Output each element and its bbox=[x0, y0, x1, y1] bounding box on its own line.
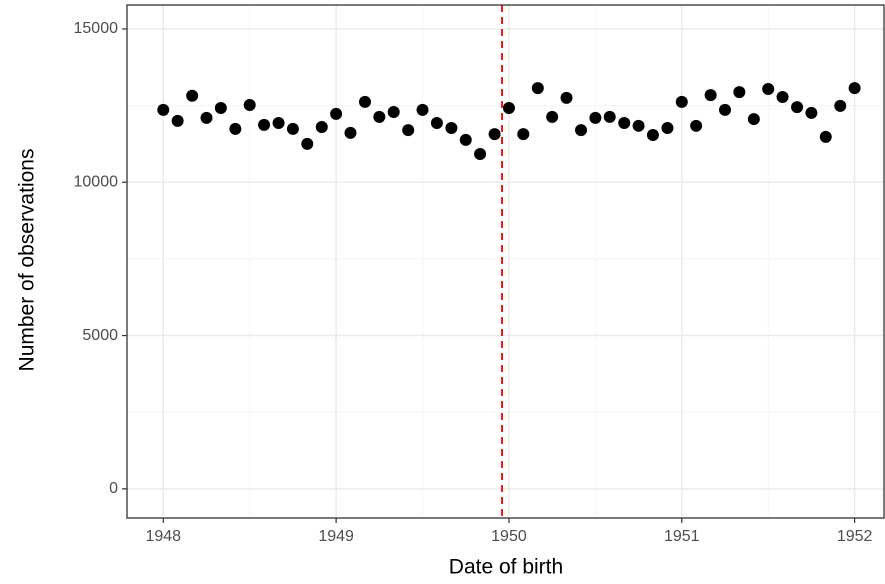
point bbox=[358, 95, 371, 108]
point bbox=[171, 114, 184, 127]
point bbox=[430, 117, 443, 130]
point bbox=[575, 124, 588, 137]
point bbox=[632, 119, 645, 132]
x-tick-label: 1949 bbox=[318, 528, 354, 545]
point bbox=[301, 137, 314, 150]
point bbox=[661, 121, 674, 134]
point bbox=[229, 122, 242, 135]
point bbox=[387, 106, 400, 119]
point bbox=[733, 86, 746, 99]
point bbox=[157, 103, 170, 116]
x-tick-label: 1952 bbox=[837, 528, 873, 545]
y-tick-label: 10000 bbox=[74, 173, 119, 190]
point bbox=[805, 106, 818, 119]
point bbox=[747, 113, 760, 126]
y-tick-label: 5000 bbox=[82, 327, 118, 344]
point bbox=[560, 91, 573, 104]
point bbox=[819, 130, 832, 143]
point bbox=[416, 103, 429, 116]
point bbox=[459, 133, 472, 146]
x-tick-label: 1948 bbox=[145, 528, 181, 545]
y-axis-title: Number of observations bbox=[16, 149, 39, 372]
point bbox=[186, 89, 199, 102]
x-tick-label: 1950 bbox=[491, 528, 527, 545]
point bbox=[488, 128, 501, 141]
point bbox=[776, 90, 789, 103]
y-tick-label: 15000 bbox=[74, 20, 119, 37]
x-axis-title: Date of birth bbox=[449, 556, 563, 579]
plot-border bbox=[126, 4, 885, 519]
point bbox=[531, 82, 544, 95]
y-tick-label: 0 bbox=[109, 480, 118, 497]
point bbox=[214, 102, 227, 115]
point bbox=[762, 83, 775, 96]
point bbox=[315, 121, 328, 134]
point bbox=[258, 118, 271, 131]
point bbox=[675, 95, 688, 108]
point bbox=[546, 110, 559, 123]
point bbox=[848, 82, 861, 95]
point bbox=[344, 126, 357, 139]
point bbox=[272, 117, 285, 130]
point bbox=[286, 122, 299, 135]
point bbox=[618, 117, 631, 130]
x-tick-label: 1951 bbox=[664, 528, 700, 545]
point bbox=[517, 128, 530, 141]
point bbox=[589, 111, 602, 124]
point bbox=[402, 124, 415, 137]
point bbox=[646, 129, 659, 142]
point bbox=[704, 89, 717, 102]
point bbox=[200, 111, 213, 124]
point bbox=[834, 99, 847, 112]
point bbox=[243, 98, 256, 111]
point bbox=[445, 121, 458, 134]
point bbox=[603, 110, 616, 123]
point bbox=[718, 103, 731, 116]
point bbox=[502, 102, 515, 115]
point bbox=[690, 119, 703, 132]
point bbox=[330, 107, 343, 120]
point bbox=[373, 110, 386, 123]
point bbox=[474, 148, 487, 161]
point bbox=[791, 101, 804, 114]
